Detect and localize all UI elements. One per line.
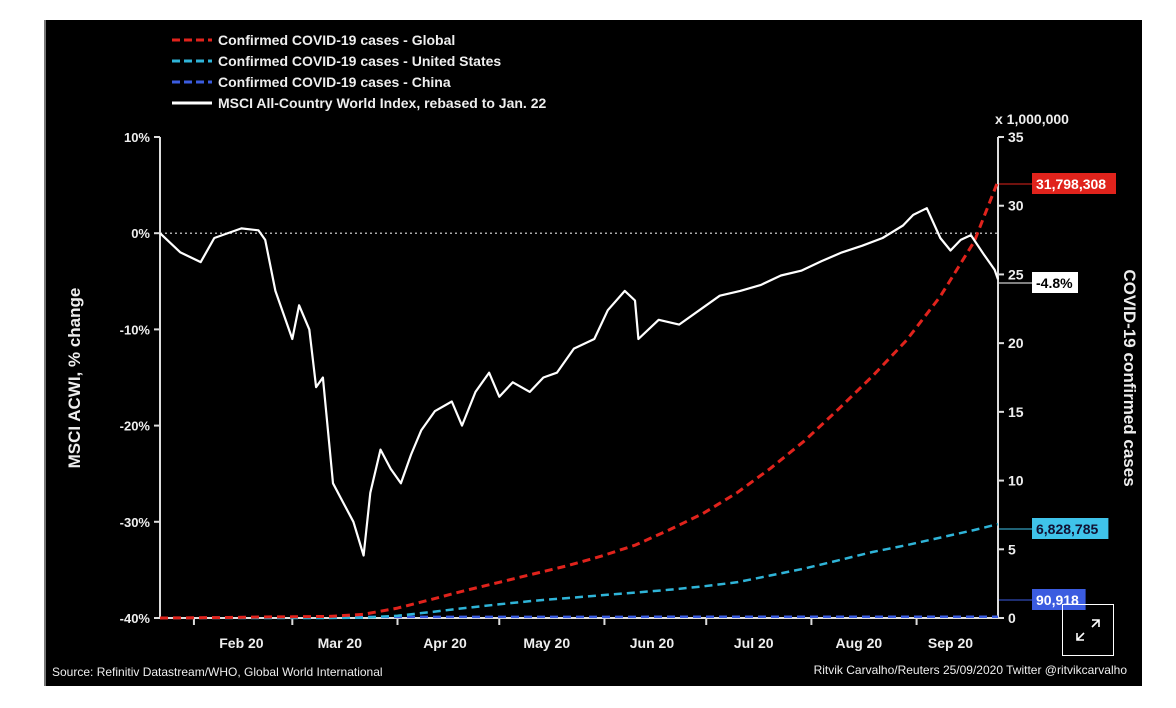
chart-panel	[44, 20, 1142, 686]
series	[159, 180, 1000, 620]
legend-label: Confirmed COVID-19 cases - China	[218, 74, 451, 90]
right-tick-label: 25	[1008, 266, 1024, 282]
x-tick-label: Apr 20	[423, 635, 467, 651]
right-axis-title: COVID-19 confirmed cases	[1120, 269, 1139, 486]
global-cases-line	[159, 180, 1000, 620]
us-end-label-box	[1032, 518, 1109, 539]
expand-button[interactable]	[1062, 604, 1114, 656]
left-tick-label: 10%	[124, 130, 150, 145]
x-tick-label: Aug 20	[836, 635, 883, 651]
x-tick-label: Feb 20	[219, 635, 264, 651]
source-note: Source: Refinitiv Datastream/WHO, Global…	[52, 665, 383, 679]
left-axis-title: MSCI ACWI, % change	[65, 288, 84, 469]
right-tick-label: 10	[1008, 473, 1024, 489]
msci-end-label: -4.8%	[1036, 275, 1073, 291]
legend-label: MSCI All-Country World Index, rebased to…	[218, 95, 546, 111]
left-tick-label: 0%	[131, 226, 150, 241]
legend-label: Confirmed COVID-19 cases - United States	[218, 53, 501, 69]
right-tick-label: 5	[1008, 541, 1016, 557]
x-tick-label: Jul 20	[734, 635, 774, 651]
us-end-label: 6,828,785	[1036, 521, 1098, 537]
global-end-label-box	[1032, 173, 1116, 194]
x-tick-label: Sep 20	[928, 635, 973, 651]
credit-note: Ritvik Carvalho/Reuters 25/09/2020 Twitt…	[814, 663, 1128, 677]
left-tick-label: -20%	[120, 419, 151, 434]
axes: 10% 0% -10% -20% -30% -40% 35 30 25 20 15 10 5 0 Feb 2…	[120, 129, 1024, 651]
global-end-label: 31,798,308	[1036, 176, 1106, 192]
x-tick-label: Mar 20	[318, 635, 363, 651]
x-tick-label: May 20	[523, 635, 570, 651]
legend: Confirmed COVID-19 cases - Global Confirm…	[172, 32, 546, 111]
left-tick-label: -30%	[120, 515, 151, 530]
expand-icon	[1076, 619, 1100, 641]
legend-label: Confirmed COVID-19 cases - Global	[218, 32, 455, 48]
x-tick-label: Jun 20	[630, 635, 675, 651]
msci-end-label-box	[1032, 272, 1078, 293]
left-tick-label: -40%	[120, 611, 151, 626]
right-tick-label: 0	[1008, 610, 1016, 626]
right-tick-label: 35	[1008, 129, 1024, 145]
right-tick-label: 30	[1008, 198, 1024, 214]
right-tick-label: 20	[1008, 335, 1024, 351]
left-tick-label: -10%	[120, 322, 151, 337]
right-axis-unit: x 1,000,000	[995, 111, 1069, 127]
msci-line	[159, 207, 1000, 557]
right-tick-label: 15	[1008, 404, 1024, 420]
us-cases-line	[160, 522, 999, 620]
